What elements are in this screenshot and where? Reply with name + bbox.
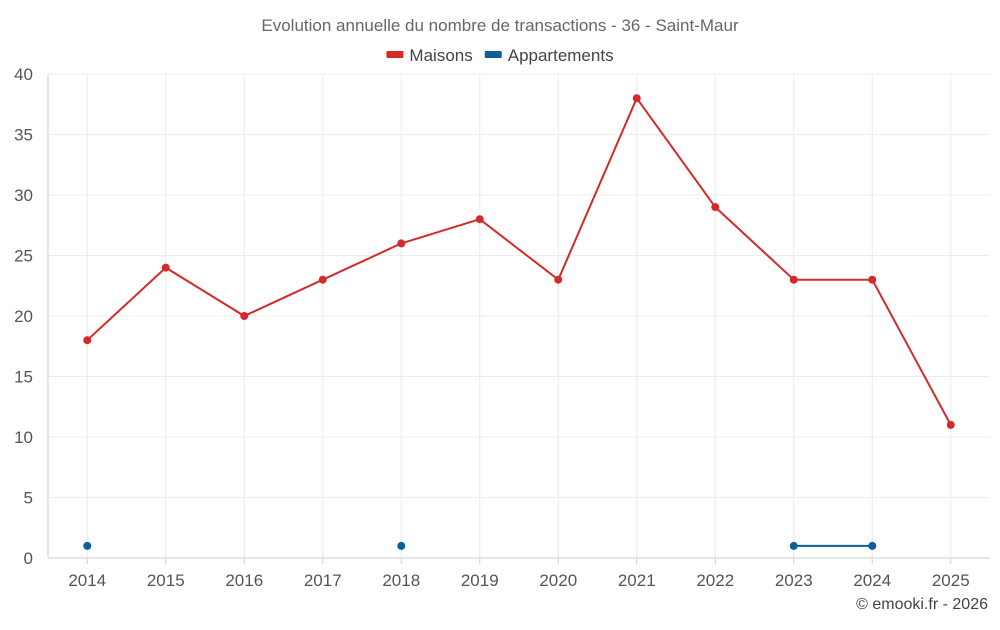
data-point-maisons-2022[interactable]	[711, 203, 720, 212]
x-tick-label: 2021	[618, 571, 656, 590]
legend-swatch-maisons[interactable]	[386, 51, 404, 58]
series-maisons	[83, 94, 955, 429]
data-point-maisons-2015[interactable]	[161, 263, 170, 272]
data-point-maisons-2025[interactable]	[946, 420, 955, 429]
data-point-maisons-2024[interactable]	[868, 275, 877, 284]
series-line-maisons	[86, 97, 952, 426]
x-tick-label: 2018	[382, 571, 420, 590]
x-tick-label: 2025	[932, 571, 970, 590]
data-point-appartements-2018[interactable]	[397, 541, 406, 550]
x-tick-label: 2023	[775, 571, 813, 590]
x-tick-label: 2017	[304, 571, 342, 590]
legend-label-maisons[interactable]: Maisons	[409, 46, 472, 65]
legend: Maisons Appartements	[386, 46, 614, 65]
data-point-maisons-2019[interactable]	[475, 215, 484, 224]
data-point-maisons-2018[interactable]	[397, 239, 406, 248]
credit-text: © emooki.fr - 2026	[856, 596, 988, 613]
data-point-maisons-2020[interactable]	[554, 275, 563, 284]
series-layer	[83, 94, 955, 550]
x-tick-label: 2022	[696, 571, 734, 590]
data-point-maisons-2014[interactable]	[83, 336, 92, 345]
y-tick-label: 25	[14, 247, 33, 266]
x-tick-label: 2016	[225, 571, 263, 590]
x-tick-label: 2019	[461, 571, 499, 590]
y-tick-label: 10	[14, 428, 33, 447]
legend-label-appartements[interactable]: Appartements	[508, 46, 614, 65]
data-point-maisons-2023[interactable]	[789, 275, 798, 284]
y-tick-label: 20	[14, 307, 33, 326]
data-point-maisons-2021[interactable]	[632, 94, 641, 103]
data-point-maisons-2016[interactable]	[240, 312, 249, 320]
data-point-appartements-2014[interactable]	[83, 541, 92, 550]
y-tick-label: 40	[14, 65, 33, 84]
y-tick-label: 30	[14, 186, 33, 205]
data-point-appartements-2023[interactable]	[789, 541, 798, 550]
legend-swatch-appartements[interactable]	[484, 51, 502, 58]
y-tick-label: 5	[24, 489, 33, 508]
data-point-appartements-2024[interactable]	[868, 541, 877, 550]
x-tick-label: 2015	[147, 571, 185, 590]
y-tick-label: 35	[14, 126, 33, 145]
grid	[48, 73, 990, 558]
x-tick-label: 2024	[853, 571, 891, 590]
chart-title: Evolution annuelle du nombre de transact…	[261, 16, 739, 35]
series-appartements	[83, 541, 877, 550]
data-point-maisons-2017[interactable]	[318, 275, 327, 284]
y-tick-label: 15	[14, 368, 33, 387]
y-tick-label: 0	[24, 549, 33, 568]
x-tick-label: 2020	[539, 571, 577, 590]
x-tick-label: 2014	[68, 571, 106, 590]
